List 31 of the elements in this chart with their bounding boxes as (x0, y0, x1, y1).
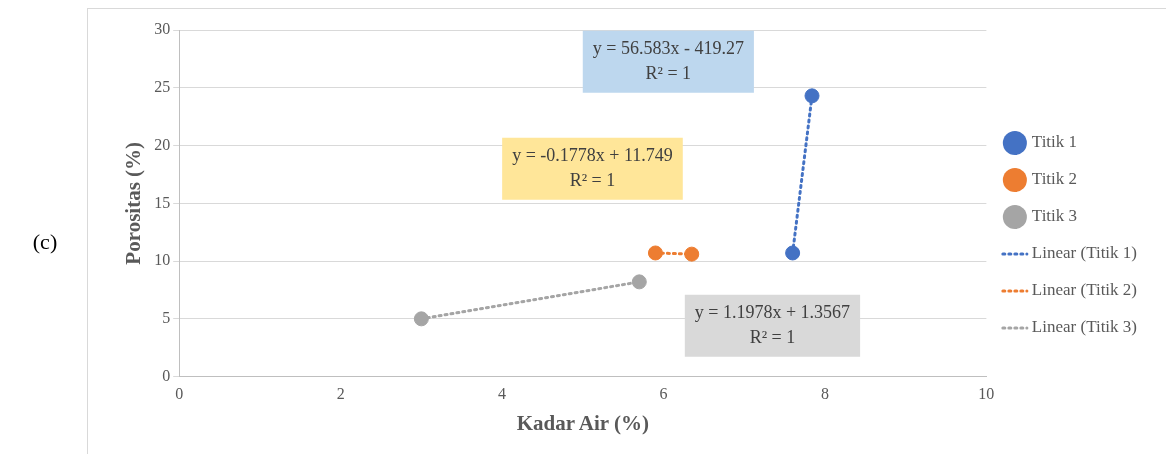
y-tick-label: 25 (154, 77, 171, 95)
y-tick-label: 20 (154, 135, 171, 153)
annotation: y = 1.1978x + 1.3567 R² = 1 (694, 302, 851, 347)
point (804, 88, 820, 104)
text: (c) (32, 228, 58, 254)
point (647, 245, 663, 261)
legend-label: Linear (Titik 3) (1031, 317, 1137, 337)
x-axis-title: Kadar Air (%) (516, 410, 649, 435)
x-tick-label: 8 (820, 385, 829, 403)
annotation: y = -0.1778x + 11.749 R² = 1 (512, 144, 673, 190)
x-tick-label: 0 (175, 385, 184, 403)
legend-label: Linear (Titik 1) (1031, 243, 1137, 263)
x-tick-label: 4 (498, 385, 507, 403)
legend-label: Titik 3 (1031, 206, 1078, 226)
point (684, 246, 700, 262)
y-axis-title: Porositas (%) (121, 141, 146, 265)
point (413, 311, 429, 327)
y-tick-label: 10 (154, 251, 171, 269)
x-tick-label: 2 (336, 385, 345, 403)
point (631, 274, 647, 290)
legend-label: Titik 2 (1031, 169, 1078, 189)
x-tick-label: 10 (978, 385, 995, 403)
y-tick-label: 15 (154, 193, 171, 211)
y-tick-label: 30 (154, 20, 171, 38)
point (785, 245, 801, 261)
y-tick-label: 0 (162, 366, 171, 384)
annotation: y = 56.583x - 419.27 R² = 1 (592, 38, 744, 84)
x-tick-label: 6 (659, 385, 668, 403)
legend-label: Linear (Titik 2) (1031, 280, 1137, 300)
legend-label: Titik 1 (1031, 132, 1078, 152)
y-tick-label: 5 (162, 309, 171, 327)
